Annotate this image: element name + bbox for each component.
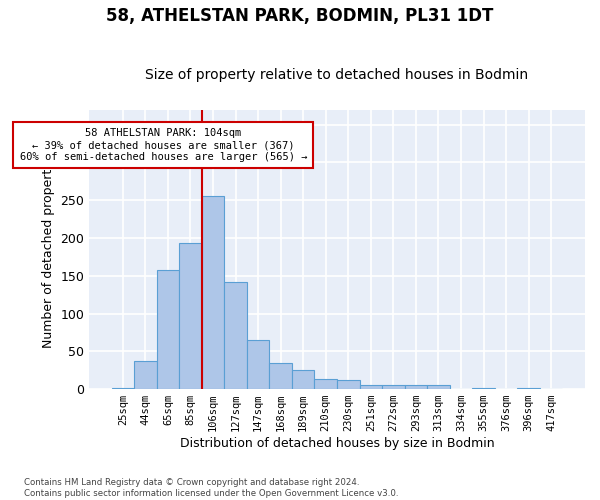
X-axis label: Distribution of detached houses by size in Bodmin: Distribution of detached houses by size … — [179, 437, 494, 450]
Bar — [179, 244, 202, 389]
Title: Size of property relative to detached houses in Bodmin: Size of property relative to detached ho… — [145, 68, 529, 82]
Bar — [472, 388, 495, 389]
Bar — [202, 196, 224, 389]
Bar — [157, 270, 179, 389]
Bar — [359, 386, 382, 389]
Text: 58 ATHELSTAN PARK: 104sqm
← 39% of detached houses are smaller (367)
60% of semi: 58 ATHELSTAN PARK: 104sqm ← 39% of detac… — [20, 128, 307, 162]
Bar — [112, 388, 134, 389]
Bar — [134, 361, 157, 389]
Bar — [247, 340, 269, 389]
Bar — [292, 370, 314, 389]
Bar — [337, 380, 359, 389]
Y-axis label: Number of detached properties: Number of detached properties — [42, 151, 55, 348]
Bar — [224, 282, 247, 389]
Text: Contains HM Land Registry data © Crown copyright and database right 2024.
Contai: Contains HM Land Registry data © Crown c… — [24, 478, 398, 498]
Bar — [404, 386, 427, 389]
Bar — [517, 388, 540, 389]
Text: 58, ATHELSTAN PARK, BODMIN, PL31 1DT: 58, ATHELSTAN PARK, BODMIN, PL31 1DT — [106, 8, 494, 26]
Bar — [382, 386, 404, 389]
Bar — [427, 386, 450, 389]
Bar — [269, 362, 292, 389]
Bar — [314, 378, 337, 389]
